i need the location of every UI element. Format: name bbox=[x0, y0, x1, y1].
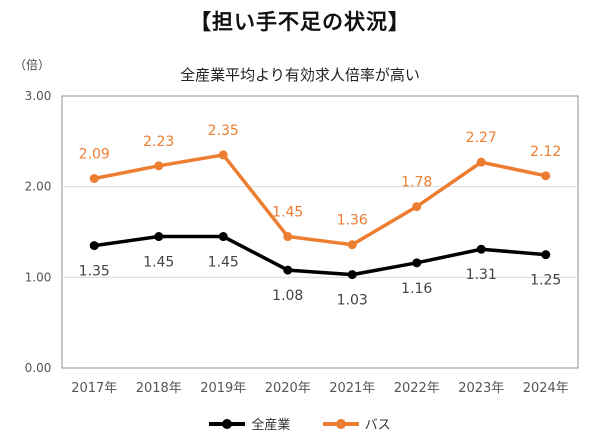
legend: 全産業 バス bbox=[0, 414, 600, 433]
page-title: 【担い手不足の状況】 bbox=[190, 10, 410, 34]
data-label: 2.35 bbox=[208, 123, 239, 139]
data-label: 2.27 bbox=[466, 130, 497, 146]
data-point bbox=[476, 244, 486, 254]
legend-swatch-all-industries bbox=[209, 418, 246, 429]
y-tick-label: 1.00 bbox=[25, 270, 52, 284]
data-label: 1.25 bbox=[530, 273, 561, 289]
data-label: 1.78 bbox=[401, 175, 432, 191]
data-point bbox=[154, 232, 164, 242]
data-label: 1.03 bbox=[337, 293, 368, 309]
data-point bbox=[476, 157, 486, 167]
data-point bbox=[541, 171, 551, 181]
x-tick-label: 2017年 bbox=[71, 381, 117, 396]
data-label: 2.12 bbox=[530, 144, 561, 160]
data-point bbox=[412, 202, 422, 212]
data-point bbox=[283, 265, 293, 275]
data-label: 1.35 bbox=[79, 264, 110, 280]
data-point bbox=[89, 174, 99, 184]
data-label: 1.31 bbox=[466, 267, 497, 283]
series-line-0 bbox=[94, 234, 546, 277]
data-label: 1.08 bbox=[272, 288, 303, 304]
x-tick-label: 2024年 bbox=[523, 381, 569, 396]
data-point bbox=[218, 150, 228, 160]
data-point bbox=[347, 270, 357, 280]
data-label: 2.23 bbox=[143, 134, 174, 150]
x-tick-label: 2020年 bbox=[265, 381, 311, 396]
data-label: 1.45 bbox=[272, 205, 303, 221]
x-tick-label: 2021年 bbox=[329, 381, 375, 396]
data-point bbox=[283, 232, 293, 242]
data-point bbox=[89, 241, 99, 251]
data-point bbox=[541, 250, 551, 260]
data-point bbox=[218, 232, 228, 242]
data-point bbox=[347, 240, 357, 250]
data-label: 1.16 bbox=[401, 281, 432, 297]
x-tick-label: 2018年 bbox=[136, 381, 182, 396]
y-axis-unit: （倍） bbox=[14, 58, 51, 72]
plot-area bbox=[61, 95, 579, 369]
y-tick-label: 0.00 bbox=[25, 361, 52, 375]
data-label: 1.45 bbox=[143, 255, 174, 271]
legend-swatch-bus bbox=[322, 418, 359, 429]
x-tick-label: 2023年 bbox=[458, 381, 504, 396]
legend-label-bus: バス bbox=[364, 418, 391, 433]
x-tick-label: 2022年 bbox=[394, 381, 440, 396]
x-tick-label: 2019年 bbox=[200, 381, 246, 396]
legend-item-all-industries: 全産業 bbox=[209, 414, 290, 433]
data-label: 1.36 bbox=[337, 213, 368, 229]
legend-item-bus: バス bbox=[322, 414, 391, 433]
data-point bbox=[154, 161, 164, 171]
chart-subtitle: 全産業平均より有効求人倍率が高い bbox=[180, 66, 420, 84]
y-tick-label: 2.00 bbox=[25, 180, 52, 194]
data-label: 2.09 bbox=[79, 147, 110, 163]
data-label: 1.45 bbox=[208, 255, 239, 271]
legend-label-all-industries: 全産業 bbox=[251, 418, 291, 433]
data-point bbox=[412, 258, 422, 268]
series-line-1 bbox=[93, 153, 547, 247]
y-tick-label: 3.00 bbox=[25, 89, 52, 103]
